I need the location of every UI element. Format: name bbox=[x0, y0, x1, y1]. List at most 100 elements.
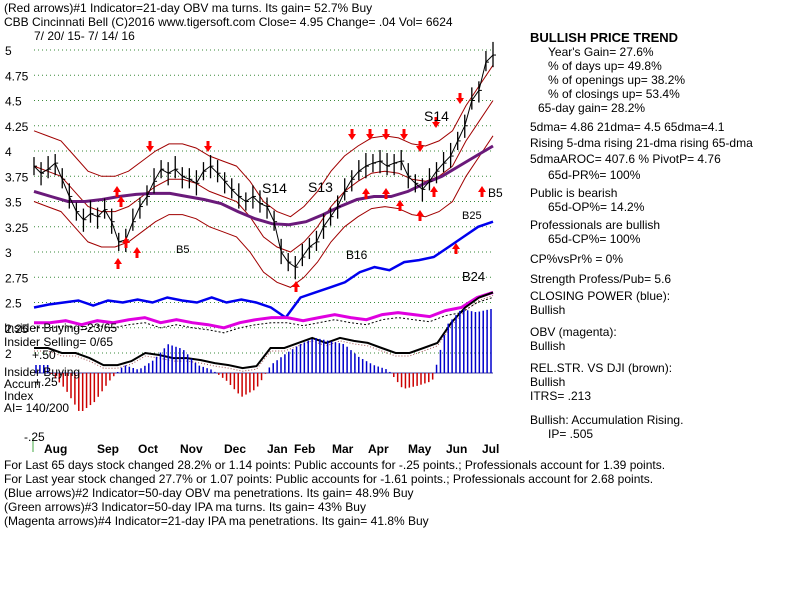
trend-title: BULLISH PRICE TREND bbox=[530, 30, 679, 45]
relstr-label: REL.STR. VS DJI (brown): bbox=[530, 361, 673, 375]
index-label: Index bbox=[4, 389, 33, 403]
x-tick-label: Feb bbox=[294, 442, 315, 456]
x-tick-label: Jan bbox=[267, 442, 288, 456]
y-tick-label: 2.25 bbox=[5, 322, 29, 336]
obv-value: Bullish bbox=[530, 339, 566, 353]
y-axis-labels: 5 4.75 4.5 4.25 4 3.75 3.5 3.25 3 2.75 2.5 2.25 2 bbox=[5, 44, 29, 361]
pct-days-up: % of days up= 49.8% bbox=[548, 59, 662, 73]
y-tick-label: 4 bbox=[5, 145, 12, 159]
footer-line1: For Last 65 days stock changed 28.2% or … bbox=[4, 458, 666, 472]
y-tick-label: 5 bbox=[5, 44, 12, 58]
ma65-line bbox=[33, 144, 494, 227]
x-tick-label: Jun bbox=[446, 442, 467, 456]
accum-status: Bullish: Accumulation Rising. bbox=[530, 413, 684, 427]
rising-dma: Rising 5-dma rising 21-dma rising 65-dma bbox=[530, 136, 753, 150]
y-tick-label: 2.5 bbox=[5, 297, 22, 311]
right-panel: BULLISH PRICE TREND Year's Gain= 27.6% %… bbox=[530, 30, 753, 442]
y-tick-label: 2 bbox=[5, 347, 12, 361]
x-tick-label: Sep bbox=[97, 442, 119, 456]
insider-selling: Insider Selling= 0/65 bbox=[4, 335, 113, 349]
obv-label: OBV (magenta): bbox=[530, 325, 617, 339]
pct-closings-up: % of closings up= 53.4% bbox=[548, 87, 680, 101]
accum-label: Accum bbox=[4, 377, 41, 391]
sell-arrow bbox=[456, 93, 464, 104]
op65: 65d-OP%= 14.2% bbox=[548, 200, 645, 214]
professionals-status: Professionals are bullish bbox=[530, 218, 661, 232]
buy-arrow bbox=[382, 188, 390, 199]
buy-arrow bbox=[362, 188, 370, 199]
ai-label: AI= 140/200 bbox=[4, 401, 69, 415]
relstr-value: Bullish bbox=[530, 375, 566, 389]
footer-line5: (Magenta arrows)#4 Indicator=21-day IPA … bbox=[4, 514, 429, 528]
itrs-value: ITRS= .213 bbox=[530, 389, 592, 403]
footer-line2: For Last year stock changed 27.7% or 1.0… bbox=[4, 472, 654, 486]
public-status: Public is bearish bbox=[530, 186, 618, 200]
insider-buying-bottom: Insider Buying bbox=[4, 365, 80, 379]
closing-power-label: CLOSING POWER (blue): bbox=[530, 289, 671, 303]
footer-line3: (Blue arrows)#2 Indicator=50-day OBV ma … bbox=[4, 486, 414, 500]
price-bars bbox=[33, 41, 496, 280]
x-axis-labels: Aug Sep Oct Nov Dec Jan Feb Mar Apr May Jun Jul bbox=[44, 442, 499, 456]
ip-value: IP= .505 bbox=[548, 427, 594, 441]
obv-line bbox=[34, 290, 494, 330]
dma-values: 5dma= 4.86 21dma= 4.5 65dma=4.1 bbox=[530, 120, 725, 134]
buy-arrow bbox=[292, 281, 300, 292]
pr65: 65d-PR%= 100% bbox=[548, 168, 641, 182]
y-tick-label: 4.5 bbox=[5, 95, 22, 109]
sell-arrow bbox=[432, 117, 440, 128]
x-tick-label: Nov bbox=[180, 442, 203, 456]
bollinger-bands bbox=[33, 64, 494, 288]
pct-openings-up: % of openings up= 38.2% bbox=[548, 73, 686, 87]
buy-arrow bbox=[114, 258, 122, 269]
x-tick-label: Apr bbox=[368, 442, 389, 456]
insider-buying-top: Insider Buying=23/65 bbox=[4, 321, 117, 335]
sell-arrow bbox=[348, 129, 356, 140]
sell-arrow bbox=[416, 141, 424, 152]
closing-power-value: Bullish bbox=[530, 303, 566, 317]
signal-label: B24 bbox=[462, 269, 485, 284]
rel-strength-ma bbox=[34, 294, 494, 372]
accum-plus-50: +.50 bbox=[32, 348, 56, 362]
signal-label: B5 bbox=[176, 244, 189, 256]
buy-arrow bbox=[396, 200, 404, 211]
strength-ratio: Strength Profess/Pub= 5.6 bbox=[530, 272, 672, 286]
signal-labels: S14 S13 S14 B5 B16 B24 B5 B25 bbox=[176, 108, 503, 284]
header-line1: (Red arrows)#1 Indicator=21-day OBV ma t… bbox=[4, 1, 372, 15]
buy-arrow bbox=[452, 243, 460, 254]
years-gain: Year's Gain= 27.6% bbox=[548, 45, 654, 59]
signal-arrows bbox=[113, 93, 486, 292]
price-line bbox=[33, 54, 494, 268]
signal-label: S13 bbox=[308, 179, 333, 195]
signal-label: S14 bbox=[262, 180, 287, 196]
buy-arrow bbox=[133, 247, 141, 258]
y-tick-label: 3.75 bbox=[5, 170, 29, 184]
sell-arrow bbox=[366, 129, 374, 140]
y-tick-label: 3.25 bbox=[5, 221, 29, 235]
indicator-lines bbox=[33, 144, 494, 372]
x-tick-label: Mar bbox=[332, 442, 354, 456]
footer-line4: (Green arrows)#3 Indicator=50-day IPA ma… bbox=[4, 500, 366, 514]
accum-plus-25: +.25 bbox=[34, 375, 58, 389]
buy-arrow bbox=[416, 210, 424, 221]
signal-label: B5 bbox=[488, 186, 503, 200]
x-tick-label: Aug bbox=[44, 442, 67, 456]
buy-arrow bbox=[430, 186, 438, 197]
closing-power-line bbox=[33, 220, 494, 320]
y-tick-label: 4.25 bbox=[5, 120, 29, 134]
buy-arrow bbox=[478, 186, 486, 197]
signal-label: S14 bbox=[424, 108, 449, 124]
buy-arrow bbox=[113, 186, 121, 197]
y-tick-label: 3.5 bbox=[5, 196, 22, 210]
header-line2: CBB Cincinnati Bell (C)2016 www.tigersof… bbox=[4, 15, 453, 29]
ma21-line bbox=[33, 100, 494, 253]
buy-arrow bbox=[117, 196, 125, 207]
sell-arrow bbox=[204, 141, 212, 152]
header-date-range: 7/ 20/ 15- 7/ 14/ 16 bbox=[34, 29, 135, 43]
gain-65: 65-day gain= 28.2% bbox=[538, 101, 646, 115]
sell-arrow bbox=[400, 129, 408, 140]
signal-label: B16 bbox=[346, 248, 368, 262]
x-tick-label: Oct bbox=[138, 442, 158, 456]
obv-ma-line bbox=[34, 296, 494, 334]
accumulation-histogram bbox=[34, 309, 493, 411]
